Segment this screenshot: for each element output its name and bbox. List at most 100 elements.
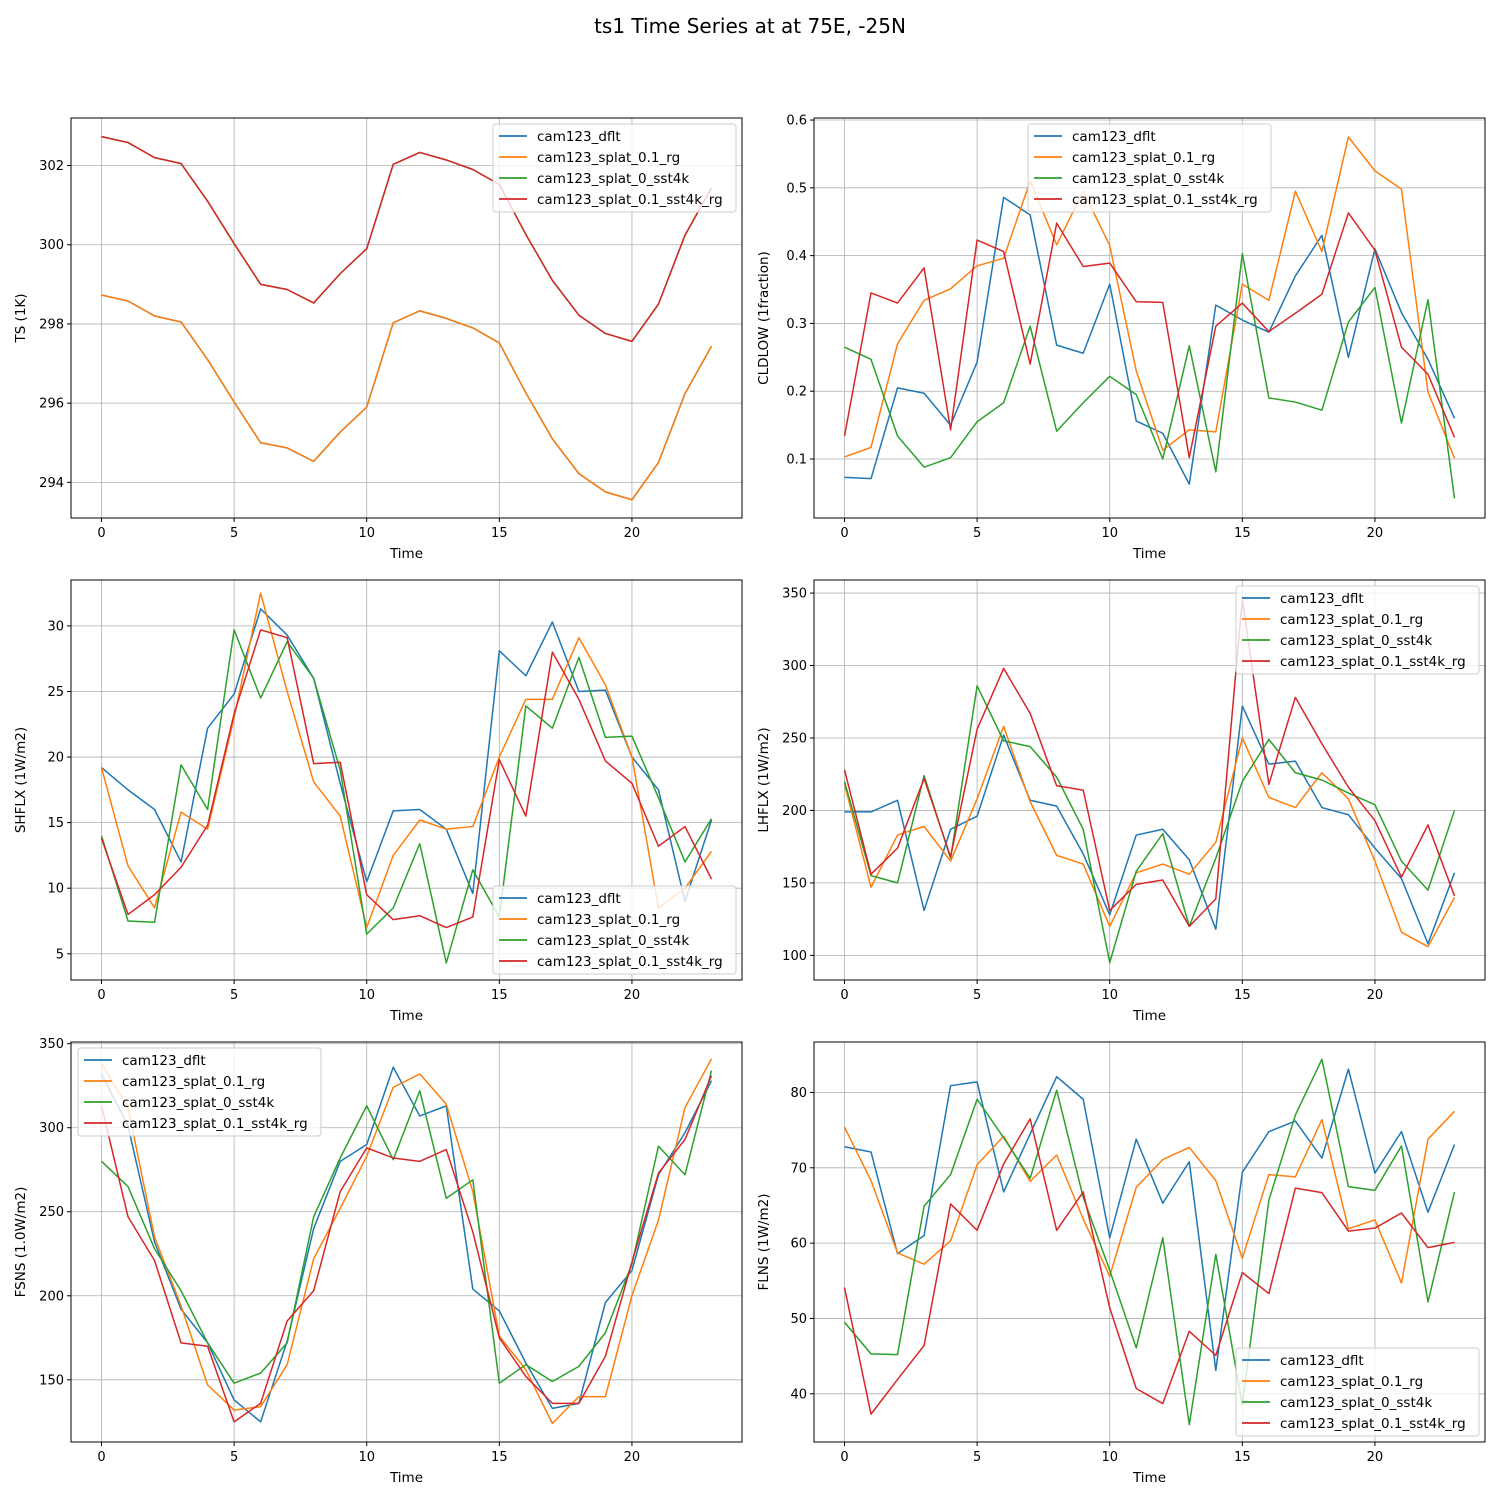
- y-tick-label: 294: [39, 476, 64, 491]
- x-tick-label: 10: [358, 526, 375, 541]
- series-line-cam123_splat_0.1_sst4k_rg: [843, 598, 1456, 928]
- x-tick-label: 15: [491, 526, 508, 541]
- y-axis-label: LHFLX (1W/m2): [756, 727, 772, 832]
- y-tick-label: 25: [47, 685, 64, 700]
- legend-label-cam123_splat_0.1_sst4k_rg: cam123_splat_0.1_sst4k_rg: [122, 1116, 308, 1132]
- x-tick-label: 15: [1234, 988, 1251, 1003]
- y-tick-label: 302: [39, 159, 64, 174]
- x-tick-label: 15: [1234, 1450, 1251, 1465]
- subplot-cldlow: 0 5 10 15 20 0.1 0.2 0.3 0.4 0.5 0.6 Time CLDLOW (1f…: [756, 114, 1486, 562]
- x-tick-label: 10: [1101, 988, 1118, 1003]
- y-tick-label: 200: [782, 804, 807, 819]
- y-tick-label: 298: [39, 317, 64, 332]
- legend-box: [492, 885, 737, 975]
- x-tick-label: 20: [1367, 526, 1384, 541]
- x-tick-label: 5: [973, 988, 981, 1003]
- legend-label-cam123_dflt: cam123_dflt: [1280, 1353, 1364, 1369]
- y-tick-label: 40: [790, 1387, 807, 1402]
- legend-box: [1027, 123, 1272, 213]
- legend-label-cam123_splat_0_sst4k: cam123_splat_0_sst4k: [1072, 171, 1224, 187]
- y-tick-label: 30: [47, 619, 64, 634]
- legend-label-cam123_splat_0.1_rg: cam123_splat_0.1_rg: [537, 912, 680, 928]
- series-line-cam123_dflt: [100, 1066, 713, 1423]
- legend-label-cam123_dflt: cam123_dflt: [537, 129, 621, 145]
- series-line-cam123_splat_0.1_sst4k_rg: [101, 135, 713, 343]
- legend: cam123_dflt cam123_splat_0.1_rg cam123_spl…: [77, 1047, 322, 1137]
- legend-label-cam123_splat_0_sst4k: cam123_splat_0_sst4k: [122, 1095, 274, 1111]
- y-axis-label: SHFLX (1W/m2): [13, 727, 29, 833]
- legend-label-cam123_splat_0.1_rg: cam123_splat_0.1_rg: [1072, 150, 1215, 166]
- x-tick-label: 0: [840, 988, 848, 1003]
- x-tick-label: 10: [1101, 1450, 1118, 1465]
- subplot-flns: 0 5 10 15 20 40 50 60 70 80 Time FLNS (1W/m2) cam123…: [756, 1041, 1486, 1486]
- y-tick-label: 300: [782, 659, 807, 674]
- legend-label-cam123_splat_0.1_rg: cam123_splat_0.1_rg: [1280, 1374, 1423, 1390]
- series-line-cam123_dflt: [101, 294, 713, 501]
- legend: cam123_dflt cam123_splat_0.1_rg cam123_spl…: [1235, 1347, 1480, 1437]
- legend-label-cam123_splat_0.1_rg: cam123_splat_0.1_rg: [537, 150, 680, 166]
- x-tick-label: 0: [97, 988, 105, 1003]
- x-axis-label: Time: [389, 1470, 423, 1486]
- axes-frame: [70, 117, 743, 519]
- legend-label-cam123_dflt: cam123_dflt: [537, 891, 621, 907]
- y-tick-label: 50: [790, 1312, 807, 1327]
- legend-label-cam123_splat_0.1_sst4k_rg: cam123_splat_0.1_sst4k_rg: [537, 954, 723, 970]
- legend-box: [1235, 585, 1480, 675]
- x-tick-label: 5: [973, 526, 981, 541]
- series-line-cam123_dflt: [101, 608, 713, 903]
- y-tick-label: 0.3: [786, 317, 807, 332]
- series-line-cam123_splat_0.1_rg: [101, 294, 713, 501]
- legend: cam123_dflt cam123_splat_0.1_rg cam123_spl…: [1027, 123, 1272, 213]
- subplot-lhflx: 0 5 10 15 20 100 150 200 250 300 350 Time LHFLX (1W/…: [756, 579, 1486, 1024]
- x-tick-label: 20: [624, 526, 641, 541]
- axes-frame: [70, 1041, 743, 1443]
- y-tick-label: 300: [39, 238, 64, 253]
- legend-label-cam123_dflt: cam123_dflt: [1280, 591, 1364, 607]
- x-tick-label: 0: [840, 1450, 848, 1465]
- y-tick-label: 100: [782, 949, 807, 964]
- legend-box: [1235, 1347, 1480, 1437]
- x-tick-label: 20: [1367, 1450, 1384, 1465]
- y-axis-label: TS (1K): [13, 293, 29, 343]
- axes-frame: [813, 579, 1486, 981]
- x-tick-label: 0: [97, 1450, 105, 1465]
- series-line-cam123_splat_0.1_rg: [100, 592, 713, 929]
- y-tick-label: 10: [47, 882, 64, 897]
- subplot-fsns: 0 5 10 15 20 150 200 250 300 350 Time FSNS (1.0W/m2…: [13, 1037, 743, 1486]
- figure-title: ts1 Time Series at at 75E, -25N: [594, 14, 906, 38]
- axes-frame: [70, 579, 743, 981]
- y-tick-label: 70: [790, 1161, 807, 1176]
- series-line-cam123_dflt: [844, 1068, 1456, 1372]
- x-tick-label: 5: [230, 526, 238, 541]
- legend-label-cam123_dflt: cam123_dflt: [122, 1053, 206, 1069]
- legend: cam123_dflt cam123_splat_0.1_rg cam123_spl…: [1235, 585, 1480, 675]
- x-tick-label: 15: [491, 988, 508, 1003]
- legend-box: [77, 1047, 322, 1137]
- x-axis-label: Time: [1132, 1008, 1166, 1024]
- x-axis-label: Time: [389, 546, 423, 562]
- series-line-cam123_splat_0.1_rg: [100, 1058, 713, 1425]
- y-tick-label: 296: [39, 397, 64, 412]
- x-tick-label: 5: [230, 988, 238, 1003]
- y-tick-label: 60: [790, 1237, 807, 1252]
- y-axis-label: FLNS (1W/m2): [756, 1193, 772, 1290]
- legend-label-cam123_splat_0_sst4k: cam123_splat_0_sst4k: [1280, 1395, 1432, 1411]
- x-tick-label: 15: [1234, 526, 1251, 541]
- legend: cam123_dflt cam123_splat_0.1_rg cam123_spl…: [492, 123, 737, 213]
- x-tick-label: 10: [358, 1450, 375, 1465]
- legend-label-cam123_splat_0_sst4k: cam123_splat_0_sst4k: [537, 933, 689, 949]
- y-tick-label: 0.6: [786, 114, 807, 129]
- x-axis-label: Time: [1132, 546, 1166, 562]
- legend-label-cam123_splat_0.1_rg: cam123_splat_0.1_rg: [1280, 612, 1423, 628]
- series-line-cam123_splat_0.1_sst4k_rg: [100, 1075, 713, 1423]
- legend-label-cam123_splat_0_sst4k: cam123_splat_0_sst4k: [1280, 633, 1432, 649]
- x-tick-label: 20: [1367, 988, 1384, 1003]
- y-tick-label: 150: [782, 876, 807, 891]
- x-tick-label: 5: [230, 1450, 238, 1465]
- y-tick-label: 0.1: [786, 453, 807, 468]
- x-tick-label: 0: [97, 526, 105, 541]
- y-tick-label: 150: [39, 1373, 64, 1388]
- legend-label-cam123_splat_0.1_rg: cam123_splat_0.1_rg: [122, 1074, 265, 1090]
- legend-label-cam123_splat_0.1_sst4k_rg: cam123_splat_0.1_sst4k_rg: [1072, 192, 1258, 208]
